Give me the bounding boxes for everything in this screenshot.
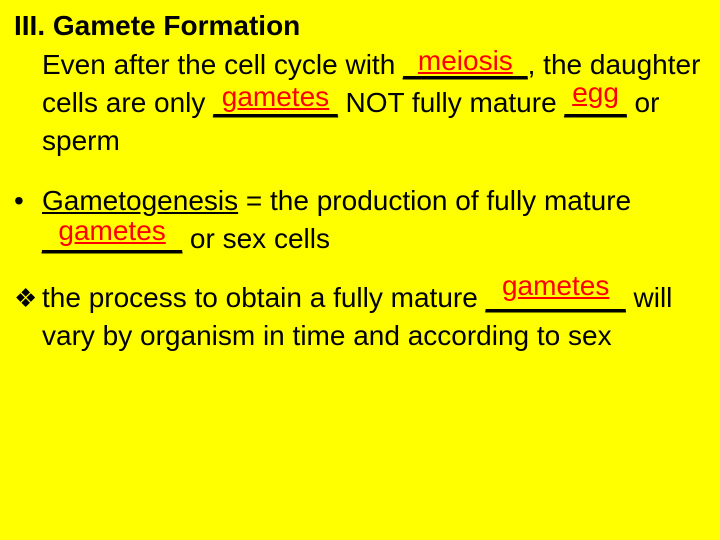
bullet-process: ❖ the process to obtain a fully mature g…: [14, 279, 706, 355]
text-fragment: Even after the cell cycle with: [42, 49, 403, 80]
intro-paragraph: Even after the cell cycle with meiosis__…: [14, 46, 706, 159]
fill-gametes-3: gametes: [486, 267, 626, 305]
text-fragment: the process to obtain a fully mature: [42, 282, 486, 313]
blank-gametes-2: gametes_________: [42, 220, 182, 258]
blank-egg: egg____: [564, 84, 626, 122]
bullet-text: Gametogenesis = the production of fully …: [42, 182, 706, 258]
fill-gametes-2: gametes: [42, 212, 182, 250]
diamond-bullet-icon: ❖: [14, 279, 42, 355]
fill-egg: egg: [564, 74, 626, 112]
blank-gametes-1: gametes________: [213, 84, 338, 122]
text-fragment: NOT fully mature: [338, 87, 565, 118]
fill-meiosis: meiosis: [403, 42, 528, 80]
bullet-text: the process to obtain a fully mature gam…: [42, 279, 706, 355]
text-fragment: = the production of fully mature: [238, 185, 631, 216]
bullet-gametogenesis: • Gametogenesis = the production of full…: [14, 182, 706, 258]
section-heading: III. Gamete Formation: [14, 8, 706, 44]
blank-gametes-3: gametes_________: [486, 279, 626, 317]
bullet-dot-icon: •: [14, 182, 42, 258]
blank-meiosis: meiosis________: [403, 46, 528, 84]
fill-gametes-1: gametes: [213, 78, 338, 116]
text-fragment: or sex cells: [182, 223, 330, 254]
